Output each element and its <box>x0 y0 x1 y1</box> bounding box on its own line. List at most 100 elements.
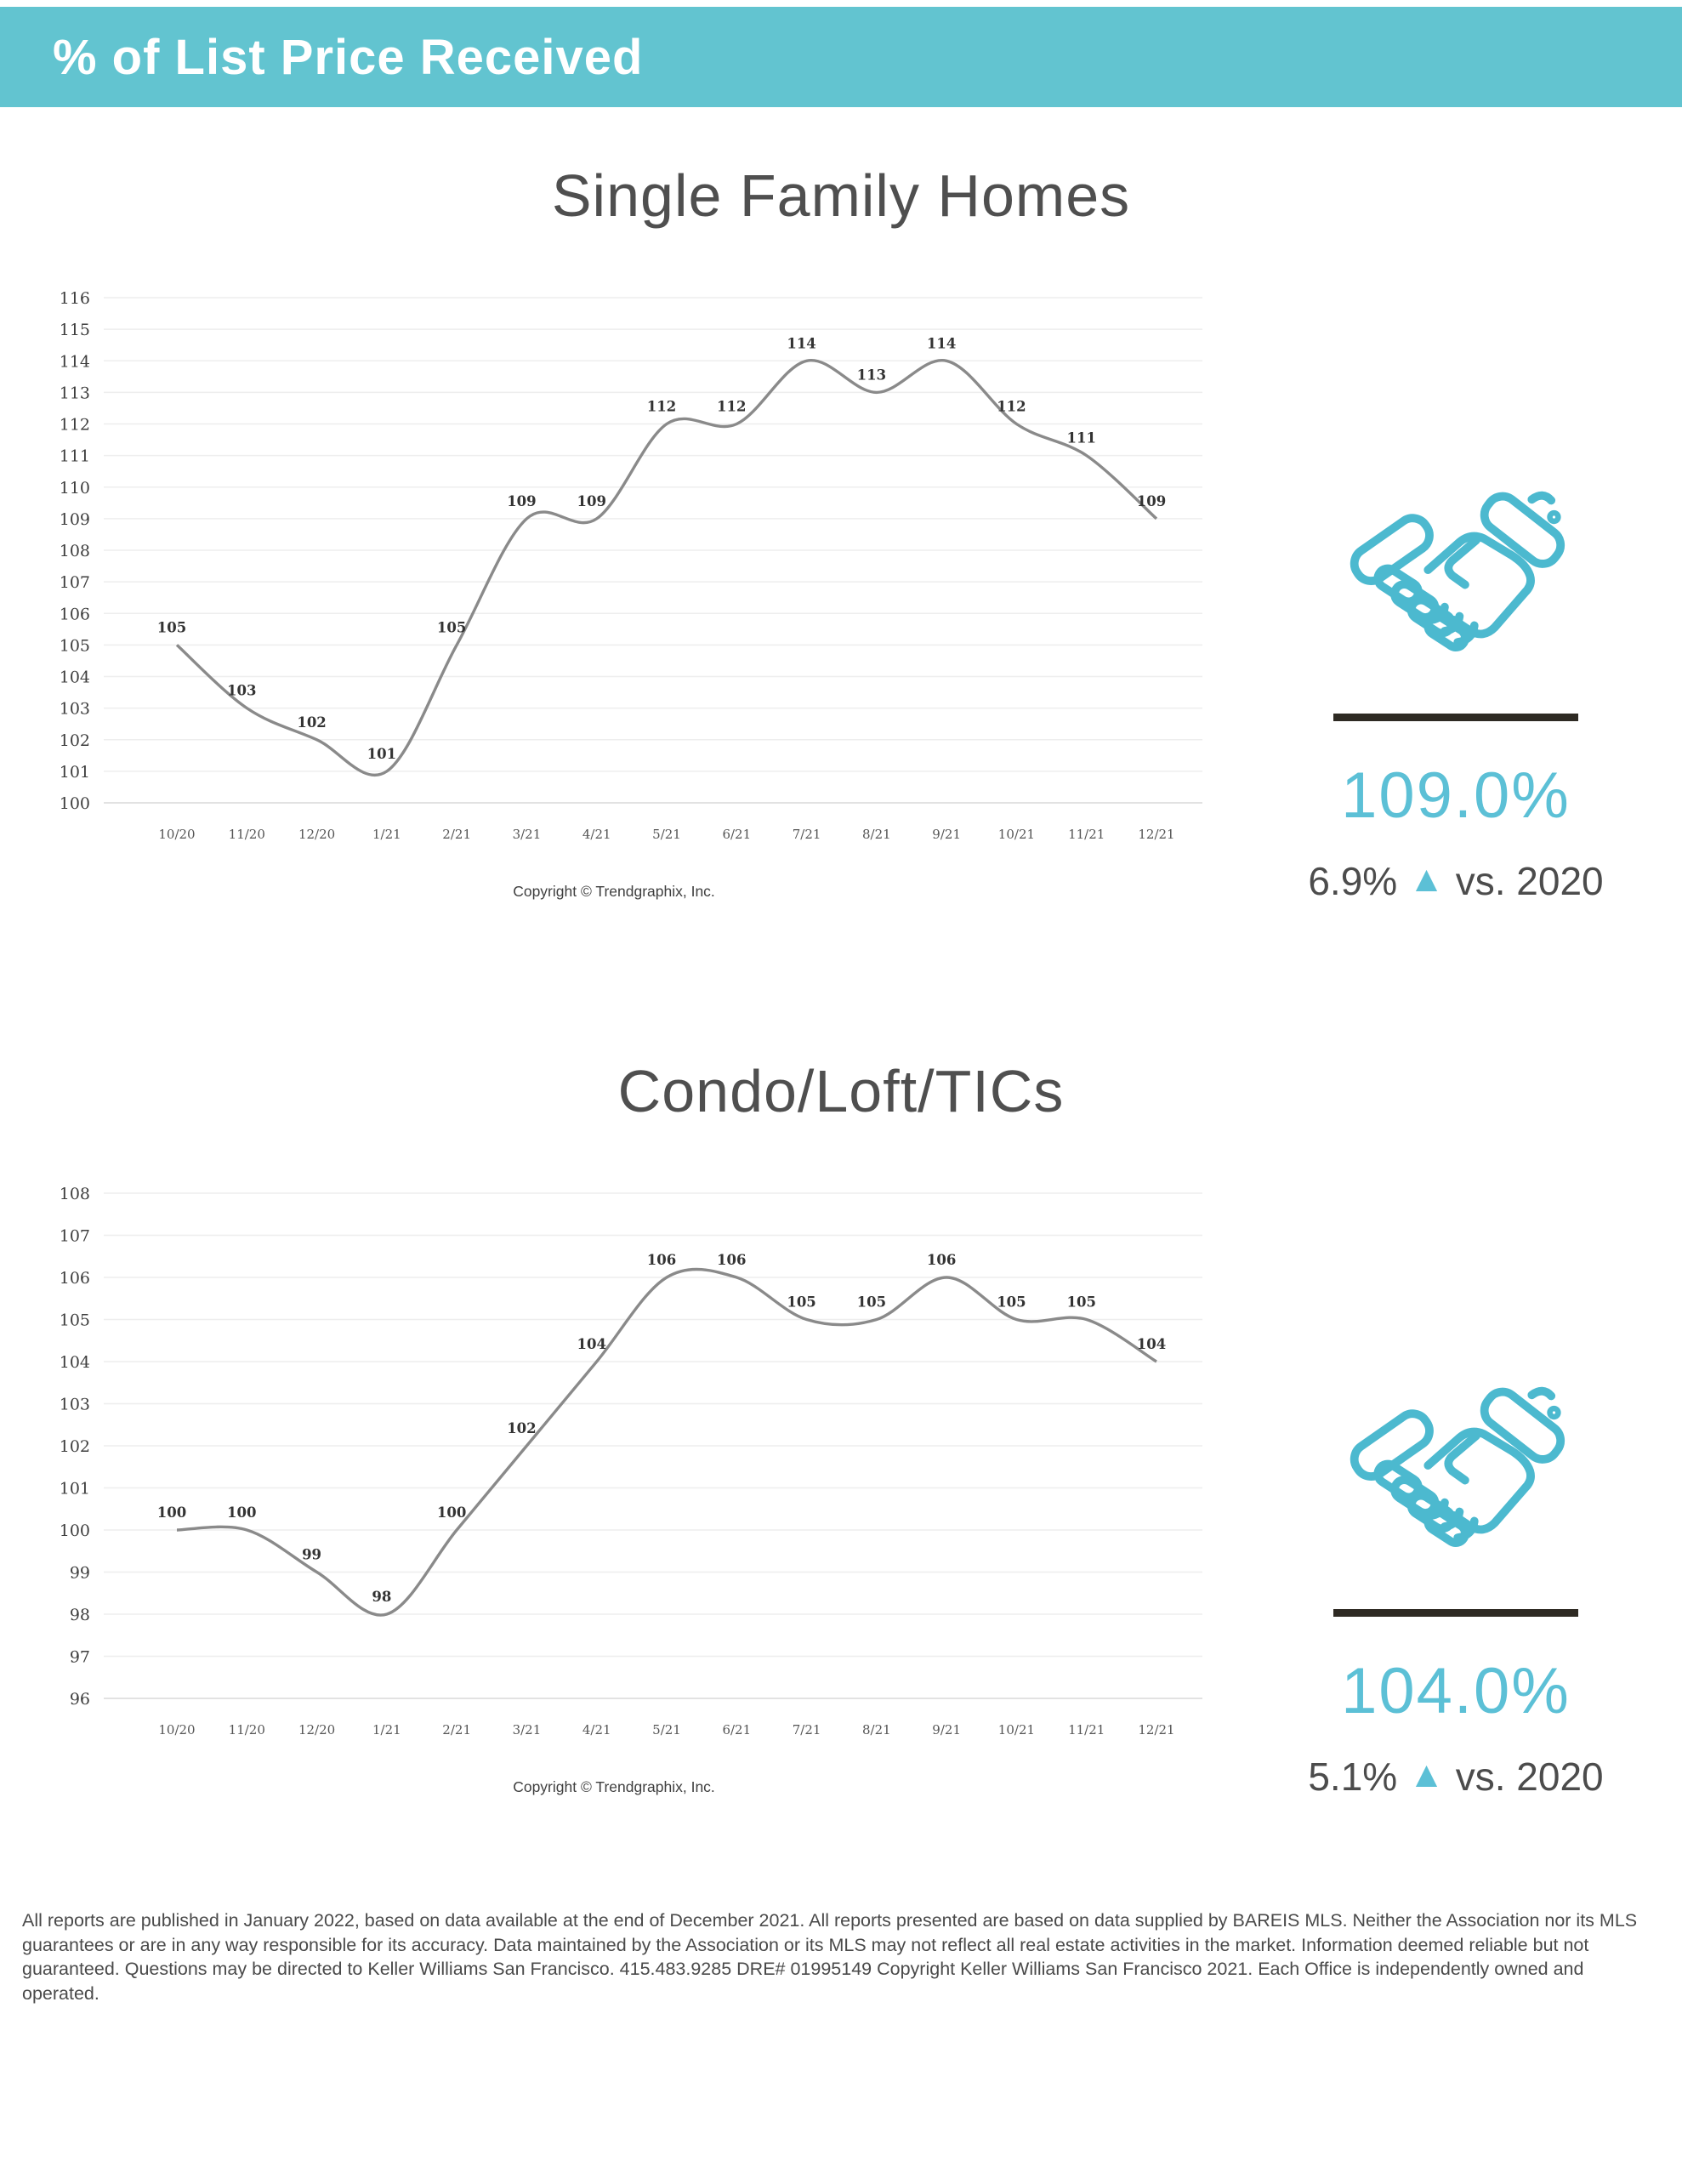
svg-text:112: 112 <box>997 399 1026 415</box>
stat-divider <box>1333 714 1578 721</box>
svg-text:108: 108 <box>60 542 90 560</box>
svg-text:9/21: 9/21 <box>932 827 961 842</box>
svg-text:105: 105 <box>60 636 90 655</box>
svg-text:114: 114 <box>927 335 956 351</box>
svg-text:109: 109 <box>60 510 90 529</box>
svg-text:3/21: 3/21 <box>513 827 542 842</box>
svg-text:101: 101 <box>60 1480 90 1499</box>
svg-text:107: 107 <box>60 573 90 592</box>
svg-text:113: 113 <box>60 384 90 402</box>
svg-text:8/21: 8/21 <box>862 1722 891 1738</box>
svg-text:98: 98 <box>70 1606 90 1624</box>
stat-value: 109.0% <box>1341 759 1571 832</box>
svg-text:114: 114 <box>787 335 815 351</box>
svg-text:109: 109 <box>577 493 605 509</box>
svg-text:96: 96 <box>70 1690 90 1709</box>
svg-text:102: 102 <box>297 714 326 731</box>
handshake-icon <box>1350 1386 1566 1548</box>
condo-line-chart: 96 97 98 99 100 101 102 103 104 105 106 107 108 10/20… <box>60 1185 1202 1738</box>
svg-text:101: 101 <box>60 763 90 782</box>
svg-text:9/21: 9/21 <box>932 1722 961 1738</box>
svg-text:103: 103 <box>227 683 256 699</box>
svg-text:11/21: 11/21 <box>1068 827 1105 842</box>
stat-delta: 5.1% ▲ vs. 2020 <box>1308 1754 1603 1800</box>
svg-text:12/21: 12/21 <box>1138 1722 1174 1738</box>
single-family-line-chart: 100 101 102 103 104 105 106 107 108 109 110 111 112 1… <box>60 289 1202 842</box>
delta-suffix: vs. 2020 <box>1455 1755 1604 1799</box>
svg-text:10/20: 10/20 <box>158 1722 195 1738</box>
svg-text:115: 115 <box>60 321 90 339</box>
svg-text:109: 109 <box>1137 493 1166 509</box>
svg-text:5/21: 5/21 <box>652 1722 681 1738</box>
svg-text:105: 105 <box>60 1311 90 1330</box>
svg-text:98: 98 <box>372 1589 391 1605</box>
chart-area-condo: 96 97 98 99 100 101 102 103 104 105 106 107 108 10/20… <box>19 1163 1230 1796</box>
chart-title-single-family: Single Family Homes <box>551 162 1131 229</box>
chart-area-single-family: 100 101 102 103 104 105 106 107 108 109 110 111 112 1… <box>19 267 1230 901</box>
svg-text:112: 112 <box>60 416 90 435</box>
svg-text:99: 99 <box>70 1564 90 1583</box>
svg-text:100: 100 <box>157 1504 186 1521</box>
chart-copyright: Copyright © Trendgraphix, Inc. <box>513 883 715 900</box>
svg-text:110: 110 <box>60 479 90 498</box>
svg-text:106: 106 <box>927 1252 956 1268</box>
delta-value: 5.1% <box>1308 1755 1398 1799</box>
page-title: % of List Price Received <box>53 29 644 85</box>
svg-text:6/21: 6/21 <box>722 827 751 842</box>
svg-text:8/21: 8/21 <box>862 827 891 842</box>
svg-text:104: 104 <box>1137 1336 1166 1352</box>
svg-text:100: 100 <box>437 1504 466 1521</box>
svg-text:113: 113 <box>857 367 886 383</box>
svg-text:106: 106 <box>60 605 90 623</box>
svg-text:107: 107 <box>60 1227 90 1246</box>
svg-text:103: 103 <box>60 1396 90 1414</box>
svg-text:112: 112 <box>647 399 676 415</box>
svg-text:10/21: 10/21 <box>998 827 1035 842</box>
svg-text:111: 111 <box>60 447 90 466</box>
svg-text:105: 105 <box>857 1294 886 1311</box>
svg-text:7/21: 7/21 <box>793 827 821 842</box>
svg-text:10/20: 10/20 <box>158 827 195 842</box>
svg-text:106: 106 <box>717 1252 746 1268</box>
delta-suffix: vs. 2020 <box>1455 859 1604 903</box>
header-bar: % of List Price Received <box>0 7 1682 107</box>
section-single-family-homes: Single Family Homes 100 101 102 103 104 105 10… <box>0 162 1682 904</box>
svg-text:1/21: 1/21 <box>372 827 401 842</box>
svg-text:114: 114 <box>60 352 90 371</box>
svg-text:11/20: 11/20 <box>229 1722 265 1738</box>
stat-value: 104.0% <box>1341 1655 1571 1727</box>
svg-text:3/21: 3/21 <box>513 1722 542 1738</box>
svg-text:100: 100 <box>60 794 90 813</box>
svg-text:116: 116 <box>60 289 90 308</box>
svg-text:2/21: 2/21 <box>442 1722 471 1738</box>
svg-text:102: 102 <box>60 1437 90 1456</box>
svg-text:4/21: 4/21 <box>582 827 611 842</box>
svg-text:102: 102 <box>60 731 90 750</box>
delta-value: 6.9% <box>1308 859 1398 903</box>
svg-text:11/20: 11/20 <box>229 827 265 842</box>
svg-text:2/21: 2/21 <box>442 827 471 842</box>
svg-text:112: 112 <box>717 399 746 415</box>
svg-text:97: 97 <box>70 1648 90 1667</box>
svg-text:102: 102 <box>507 1420 536 1436</box>
svg-text:99: 99 <box>302 1547 321 1563</box>
svg-text:100: 100 <box>227 1504 256 1521</box>
svg-text:105: 105 <box>787 1294 815 1311</box>
svg-text:12/20: 12/20 <box>298 827 335 842</box>
svg-text:105: 105 <box>157 619 186 635</box>
stat-panel-condo: 104.0% 5.1% ▲ vs. 2020 <box>1230 1163 1682 1800</box>
svg-text:1/21: 1/21 <box>372 1722 401 1738</box>
svg-text:105: 105 <box>997 1294 1026 1311</box>
svg-text:10/21: 10/21 <box>998 1722 1035 1738</box>
svg-text:5/21: 5/21 <box>652 827 681 842</box>
svg-text:4/21: 4/21 <box>582 1722 611 1738</box>
svg-text:12/21: 12/21 <box>1138 827 1174 842</box>
svg-text:12/20: 12/20 <box>298 1722 335 1738</box>
chart-title-condo: Condo/Loft/TICs <box>617 1058 1065 1124</box>
svg-text:105: 105 <box>437 619 466 635</box>
svg-text:103: 103 <box>60 700 90 719</box>
chart-copyright: Copyright © Trendgraphix, Inc. <box>513 1778 715 1795</box>
footer-disclaimer: All reports are published in January 202… <box>22 1910 1638 2004</box>
svg-text:104: 104 <box>577 1336 605 1352</box>
svg-text:106: 106 <box>60 1269 90 1288</box>
